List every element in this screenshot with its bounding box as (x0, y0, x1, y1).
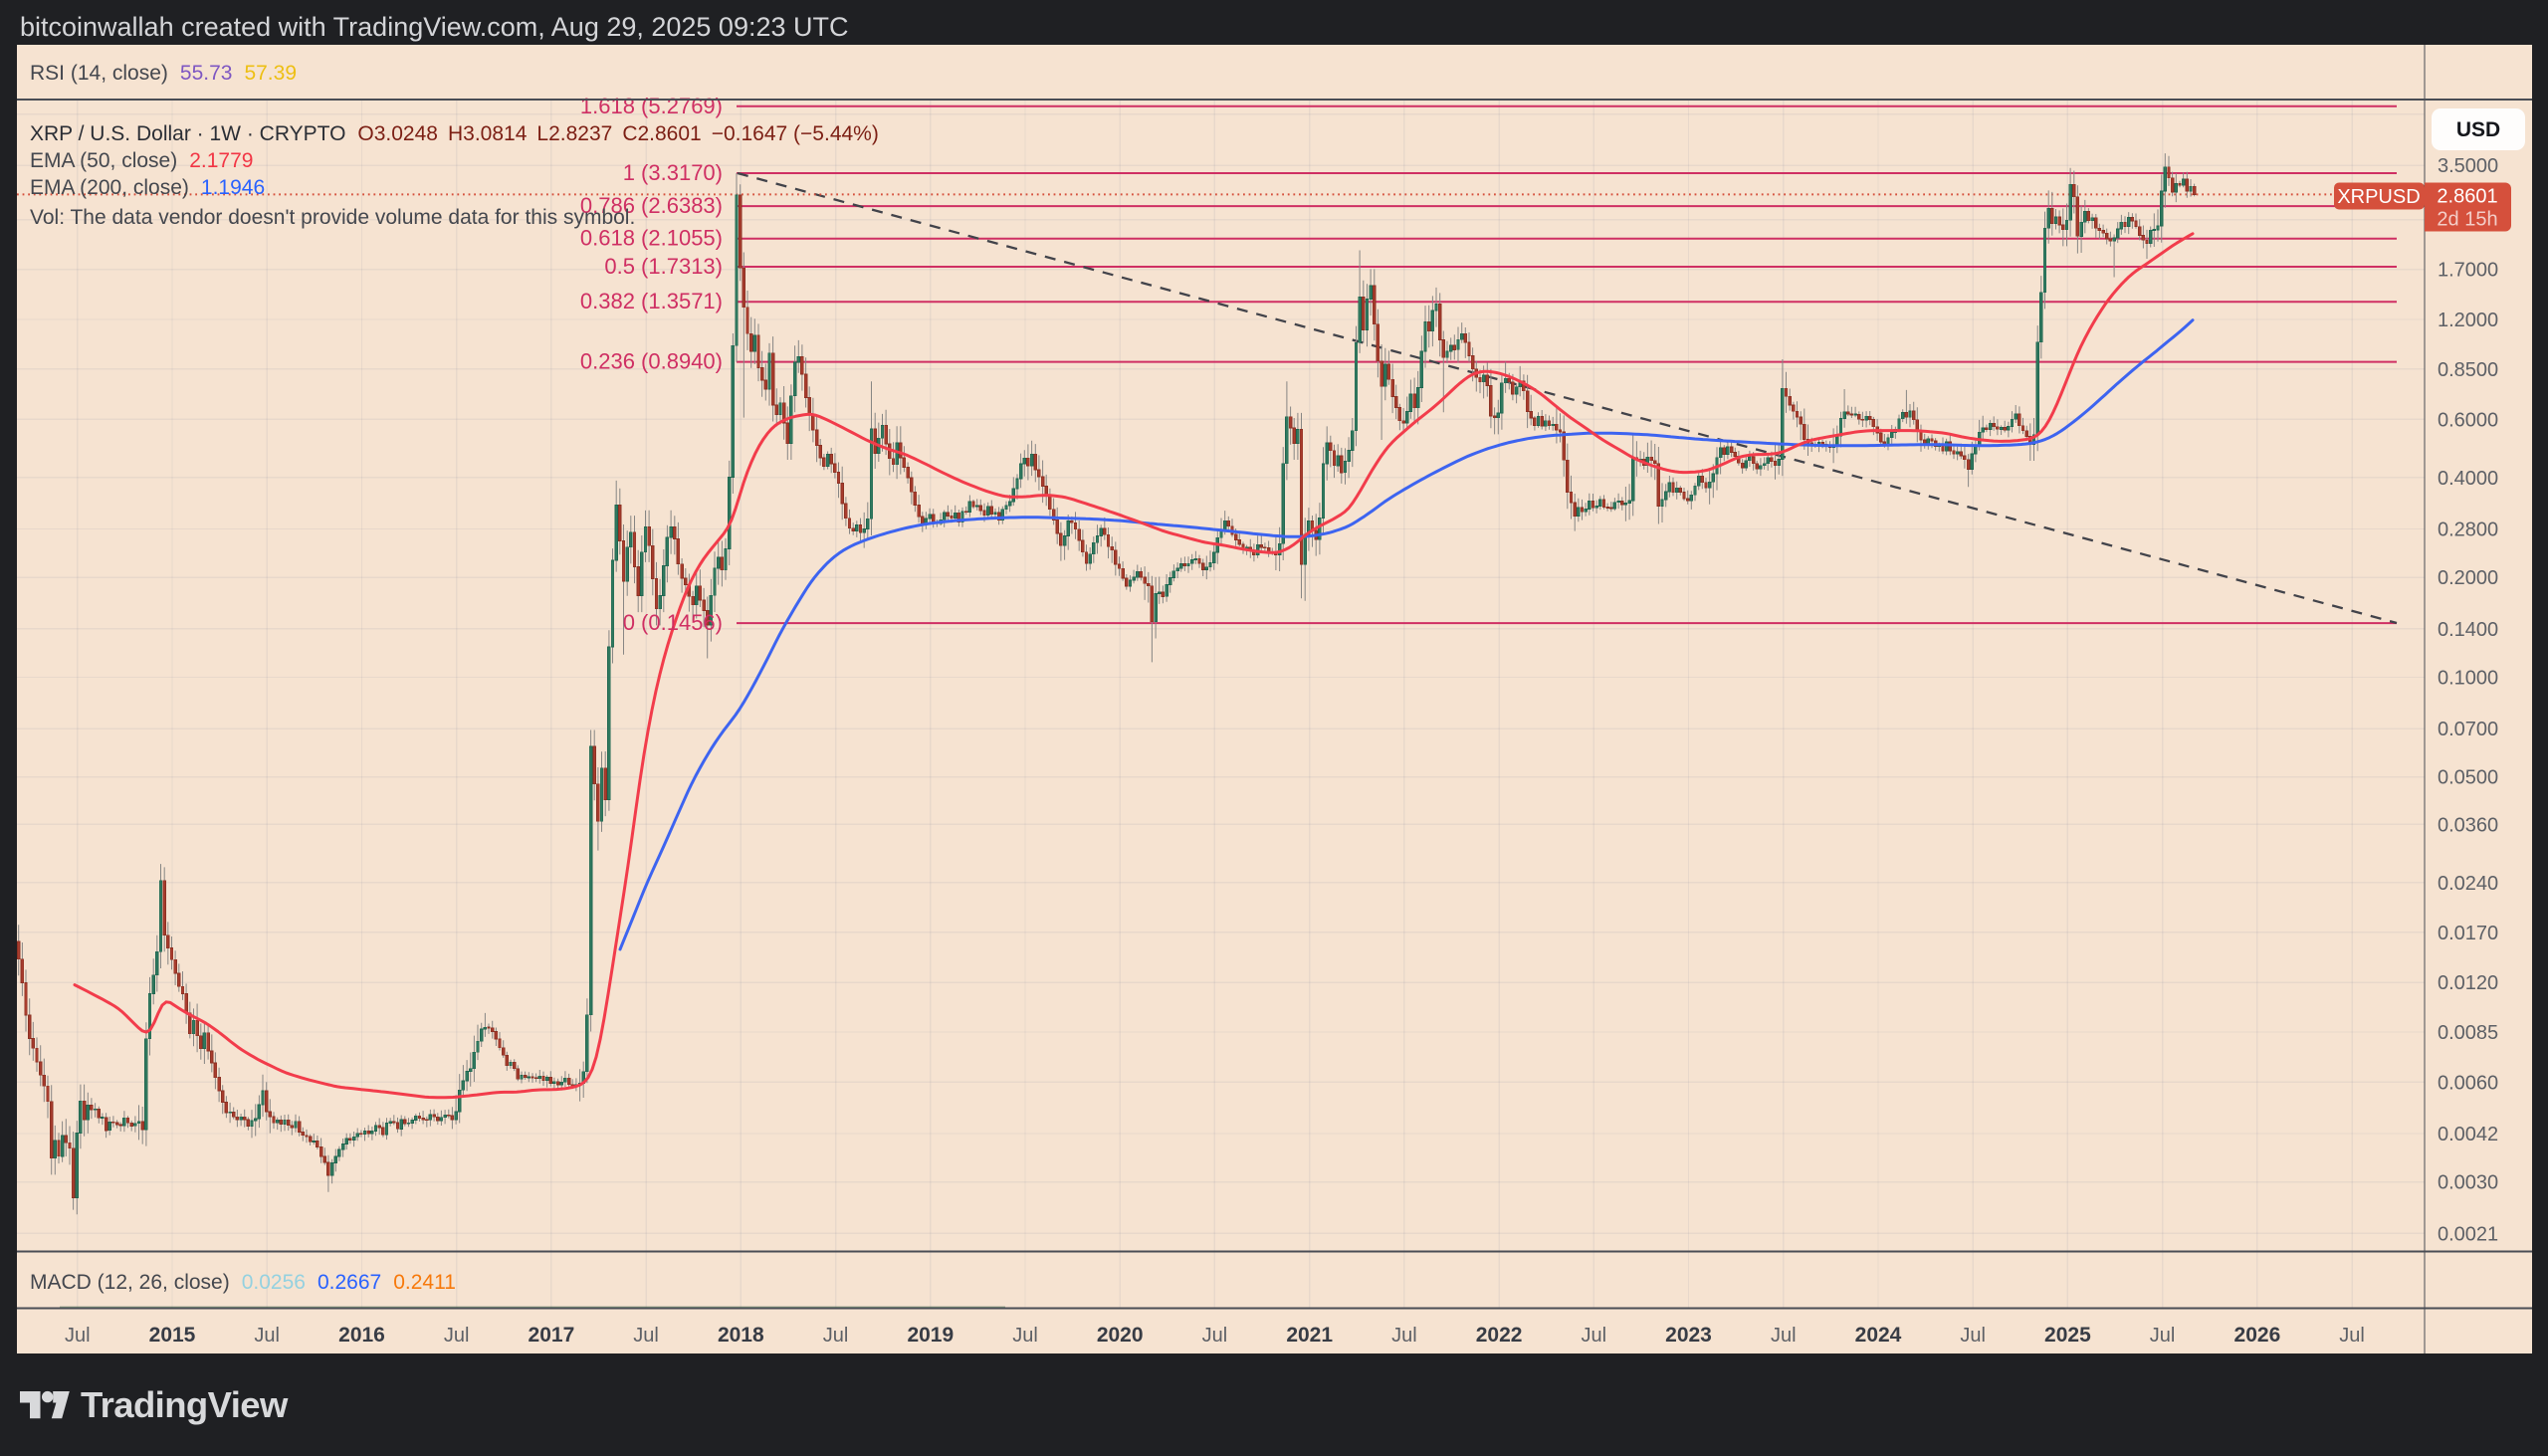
svg-text:EMA (200, close)1.1946: EMA (200, close) 1.1946 (30, 176, 265, 199)
svg-text:2025: 2025 (2044, 1324, 2091, 1347)
svg-text:XRP / U.S. Dollar · 1W · CRYPT: XRP / U.S. Dollar · 1W · CRYPTO O3.0248 H3… (30, 122, 879, 145)
svg-text:2d 15h: 2d 15h (2437, 209, 2497, 231)
svg-text:0.0700: 0.0700 (2438, 719, 2498, 740)
svg-text:Jul: Jul (1202, 1325, 1228, 1347)
svg-text:0.6000: 0.6000 (2438, 409, 2498, 431)
svg-text:0.0042: 0.0042 (2438, 1124, 2498, 1145)
svg-text:Vol: The data vendor doesn't p: Vol: The data vendor doesn't provide vol… (30, 206, 635, 229)
svg-text:0.1000: 0.1000 (2438, 668, 2498, 690)
svg-text:2023: 2023 (1665, 1324, 1712, 1347)
svg-text:0.0120: 0.0120 (2438, 972, 2498, 994)
svg-text:1 (3.3170): 1 (3.3170) (623, 160, 723, 185)
svg-text:Jul: Jul (1582, 1325, 1607, 1347)
svg-text:0.0170: 0.0170 (2438, 923, 2498, 944)
svg-text:0.0021: 0.0021 (2438, 1223, 2498, 1245)
svg-text:0.0030: 0.0030 (2438, 1172, 2498, 1194)
svg-text:1.2000: 1.2000 (2438, 310, 2498, 331)
svg-text:0.0085: 0.0085 (2438, 1022, 2498, 1044)
svg-text:2017: 2017 (529, 1324, 575, 1347)
svg-text:USD: USD (2456, 118, 2500, 141)
svg-text:0.236 (0.8940): 0.236 (0.8940) (580, 349, 723, 374)
svg-text:EMA (50, close)2.1779: EMA (50, close) 2.1779 (30, 149, 253, 172)
svg-text:2024: 2024 (1855, 1324, 1902, 1347)
svg-text:0.786 (2.6383): 0.786 (2.6383) (580, 193, 723, 218)
svg-text:Jul: Jul (254, 1325, 280, 1347)
svg-text:Jul: Jul (1012, 1325, 1038, 1347)
svg-text:Jul: Jul (2339, 1325, 2365, 1347)
svg-text:Jul: Jul (1960, 1325, 1986, 1347)
svg-text:0.0500: 0.0500 (2438, 767, 2498, 789)
svg-text:0.5 (1.7313): 0.5 (1.7313) (604, 254, 723, 279)
svg-text:0.4000: 0.4000 (2438, 468, 2498, 490)
svg-text:2021: 2021 (1286, 1324, 1333, 1347)
svg-text:0 (0.1456): 0 (0.1456) (623, 610, 723, 635)
svg-text:2018: 2018 (718, 1324, 764, 1347)
svg-text:XRPUSD: XRPUSD (2337, 186, 2420, 208)
svg-text:2020: 2020 (1097, 1324, 1144, 1347)
svg-text:0.8500: 0.8500 (2438, 359, 2498, 381)
svg-text:Jul: Jul (633, 1325, 659, 1347)
svg-text:Jul: Jul (1771, 1325, 1797, 1347)
svg-text:0.618 (2.1055): 0.618 (2.1055) (580, 226, 723, 251)
svg-text:1.7000: 1.7000 (2438, 260, 2498, 282)
svg-text:2026: 2026 (2234, 1324, 2281, 1347)
svg-text:2022: 2022 (1476, 1324, 1523, 1347)
svg-text:2.8601: 2.8601 (2437, 186, 2497, 208)
svg-text:1.618 (5.2769): 1.618 (5.2769) (580, 94, 723, 118)
svg-text:0.2000: 0.2000 (2438, 567, 2498, 589)
svg-text:3.5000: 3.5000 (2438, 155, 2498, 177)
svg-text:Jul: Jul (2150, 1325, 2176, 1347)
svg-text:2015: 2015 (149, 1324, 196, 1347)
svg-text:0.1400: 0.1400 (2438, 619, 2498, 641)
svg-text:0.0360: 0.0360 (2438, 814, 2498, 836)
svg-text:0.2800: 0.2800 (2438, 520, 2498, 541)
svg-text:0.0240: 0.0240 (2438, 873, 2498, 895)
svg-text:0.382 (1.3571): 0.382 (1.3571) (580, 289, 723, 313)
svg-text:Jul: Jul (65, 1325, 91, 1347)
svg-text:Jul: Jul (1391, 1325, 1417, 1347)
svg-text:0.0060: 0.0060 (2438, 1072, 2498, 1094)
svg-text:Jul: Jul (444, 1325, 470, 1347)
svg-text:TradingView: TradingView (81, 1384, 289, 1425)
svg-text:2016: 2016 (338, 1324, 385, 1347)
svg-text:bitcoinwallah created with Tra: bitcoinwallah created with TradingView.c… (20, 12, 849, 42)
svg-text:Jul: Jul (823, 1325, 849, 1347)
svg-text:2019: 2019 (907, 1324, 954, 1347)
